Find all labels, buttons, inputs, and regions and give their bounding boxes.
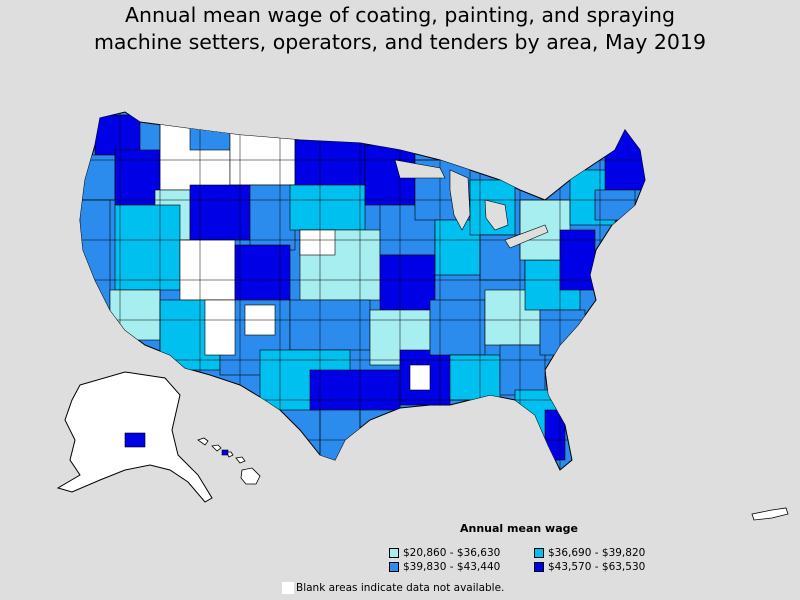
- blank-swatch: [282, 582, 294, 594]
- legend-swatch-3: [389, 562, 399, 572]
- legend-title: Annual mean wage: [460, 522, 578, 535]
- legend-item-1: $20,860 - $36,630: [389, 547, 500, 559]
- map-title: Annual mean wage of coating, painting, a…: [0, 2, 800, 56]
- title-line-2: machine setters, operators, and tenders …: [93, 30, 707, 54]
- legend-swatch-1: [389, 548, 399, 558]
- legend-item-3: $39,830 - $43,440: [389, 561, 500, 573]
- blank-areas-note-text: Blank areas indicate data not available.: [296, 582, 505, 594]
- legend-item-4: $43,570 - $63,530: [534, 561, 645, 573]
- legend-label-3: $39,830 - $43,440: [403, 561, 501, 573]
- title-line-1: Annual mean wage of coating, painting, a…: [125, 3, 675, 27]
- blank-areas-note: Blank areas indicate data not available.: [282, 582, 504, 594]
- legend-label-1: $20,860 - $36,630: [403, 547, 501, 559]
- legend-label-4: $43,570 - $63,530: [548, 561, 646, 573]
- legend-item-2: $36,690 - $39,820: [534, 547, 645, 559]
- legend-swatch-4: [534, 562, 544, 572]
- legend-swatch-2: [534, 548, 544, 558]
- legend-label-2: $36,690 - $39,820: [548, 547, 646, 559]
